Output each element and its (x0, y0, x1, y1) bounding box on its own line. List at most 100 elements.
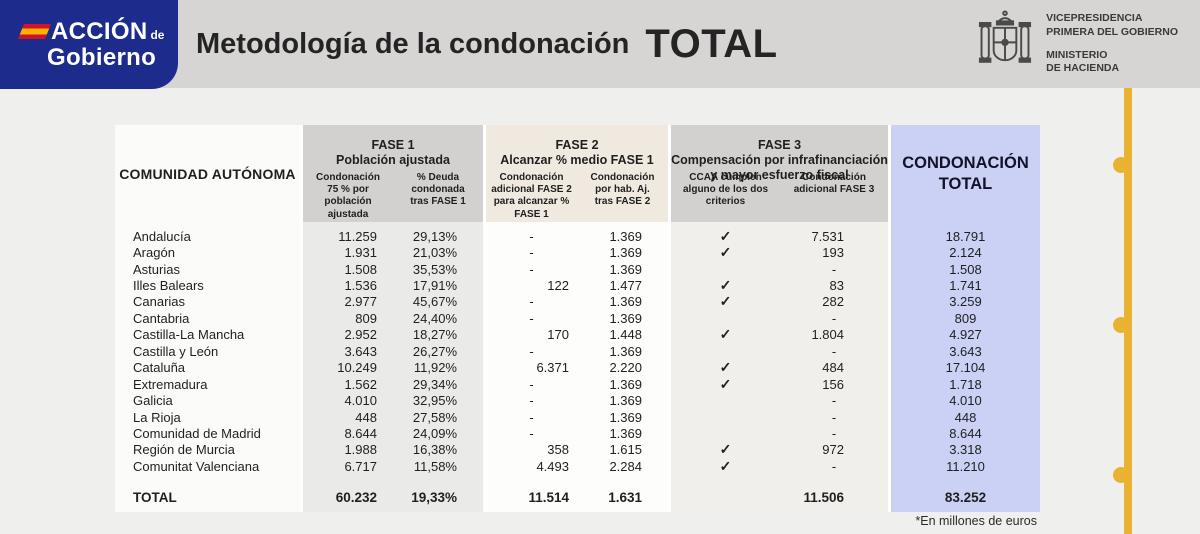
cell-fase3-adicional: 1.804 (811, 327, 844, 343)
cell-fase2-adicional: 6.371 (536, 360, 569, 376)
cell-fase1-porcentaje: 17,91% (412, 278, 457, 294)
total-column-header: CONDONACIÓN TOTAL (902, 153, 1029, 193)
cell-fase2-adicional: - (529, 261, 534, 277)
check-icon: ✓ (719, 441, 732, 458)
cell-fase1-condonacion: 10.249 (337, 360, 377, 376)
cell-fase1-condonacion: 1.931 (344, 245, 377, 261)
cell-fase1-porcentaje: 18,27% (412, 327, 457, 343)
page-title: Metodología de la condonación TOTAL (196, 0, 778, 88)
column-gap (668, 125, 671, 512)
cell-fase2-por-habitante: 1.615 (609, 442, 642, 458)
cell-fase3-adicional: 193 (822, 245, 844, 261)
cell-condonacion-total: 3.259 (949, 294, 982, 310)
cell-condonacion-total: 1.741 (949, 278, 982, 294)
cell-condonacion-total: 809 (954, 310, 977, 326)
cell-fase1-condonacion: 1.536 (344, 278, 377, 294)
cell-fase1-porcentaje: 16,38% (412, 442, 457, 458)
cell-community-name: Cataluña (133, 360, 186, 376)
cell-fase3-criterios: ✓ (671, 441, 780, 458)
check-icon: ✓ (719, 277, 732, 294)
column-bg-total (891, 125, 1040, 512)
spain-flag-icon (17, 24, 52, 39)
fase3-title-line2: Compensación por infrafinanciación y may… (671, 152, 888, 182)
cell-community-name: Comunitat Valenciana (133, 458, 260, 474)
cell-community-name: Región de Murcia (133, 442, 235, 458)
cell-fase2-por-habitante: 1.369 (609, 294, 642, 310)
cell-condonacion-total: 1.718 (949, 376, 982, 392)
community-column-header: COMUNIDAD AUTÓNOMA (119, 165, 296, 182)
cell-condonacion-total: 3.318 (949, 442, 982, 458)
check-icon: ✓ (719, 227, 732, 244)
cell-fase2-por-habitante: 1.369 (609, 393, 642, 409)
cell-condonacion-total: 8.644 (949, 425, 982, 441)
cell-fase1-condonacion: 3.643 (344, 343, 377, 359)
check-icon: ✓ (719, 359, 732, 376)
cell-fase1-condonacion: 448 (355, 409, 377, 425)
cell-fase3-criterios: ✓ (671, 277, 780, 294)
cell-fase1-condonacion: 1.988 (344, 442, 377, 458)
cell-fase1-porcentaje: 27,58% (412, 409, 457, 425)
column-bg-fase2-header (486, 125, 668, 222)
cell-community-name: La Rioja (133, 409, 181, 425)
cell-fase3-criterios: ✓ (671, 458, 780, 475)
spain-coat-of-arms-icon (979, 10, 1032, 63)
logo-word-accion: ACCIÓN (51, 17, 148, 45)
cell-fase1-porcentaje: 26,27% (412, 343, 457, 359)
timeline-ring-3 (1113, 467, 1129, 483)
cell-condonacion-total: 11.210 (946, 458, 985, 474)
cell-condonacion-total: 83.252 (944, 489, 987, 505)
check-icon: ✓ (719, 244, 732, 261)
cell-fase1-condonacion: 2.952 (344, 327, 377, 343)
cell-fase1-porcentaje: 21,03% (412, 245, 457, 261)
cell-community-name: Asturias (133, 261, 180, 277)
cell-fase2-adicional: - (529, 376, 534, 392)
cell-fase3-criterios: ✓ (671, 376, 780, 393)
check-icon: ✓ (719, 326, 732, 343)
cell-fase3-adicional: 972 (822, 442, 844, 458)
table-row: Aragón 1.931 21,03% - 1.369 ✓ 193 2.124 (115, 244, 1040, 260)
footnote: *En millones de euros (915, 514, 1037, 528)
table-row: Comunitat Valenciana 6.717 11,58% 4.493 … (115, 458, 1040, 474)
fase2-col1-header: Condonación adicional FASE 2 para alcanz… (491, 172, 572, 220)
column-gap (300, 125, 303, 512)
timeline-ring-2 (1113, 317, 1129, 333)
cell-condonacion-total: 448 (954, 409, 977, 425)
cell-community-name: TOTAL (133, 489, 177, 505)
cell-condonacion-total: 4.927 (949, 327, 982, 343)
cell-fase3-criterios: ✓ (671, 293, 780, 310)
fase1-col2-header: % Deuda condonada tras FASE 1 (410, 172, 466, 208)
fase2-group-header: FASE 2 Alcanzar % medio FASE 1 Condonaci… (486, 125, 668, 222)
accion-de-gobierno-logo: ACCIÓN de Gobierno (0, 0, 178, 89)
cell-fase2-por-habitante: 1.369 (609, 425, 642, 441)
check-icon: ✓ (719, 375, 732, 392)
cell-community-name: Aragón (133, 245, 175, 261)
cell-fase3-adicional: 484 (822, 360, 844, 376)
dept-line1: VICEPRESIDENCIA (1046, 12, 1143, 25)
cell-community-name: Andalucía (133, 228, 191, 244)
timeline-line (1124, 88, 1132, 534)
government-identity: VICEPRESIDENCIA PRIMERA DEL GOBIERNO MIN… (978, 10, 1178, 78)
table-row: Cataluña 10.249 11,92% 6.371 2.220 ✓ 484… (115, 359, 1040, 376)
cell-fase3-adicional: 156 (822, 376, 844, 392)
check-icon: ✓ (719, 293, 732, 310)
cell-fase1-porcentaje: 29,34% (412, 376, 457, 392)
cell-fase3-adicional: 83 (829, 278, 844, 294)
cell-condonacion-total: 1.508 (949, 261, 982, 277)
cell-fase3-adicional: 11.506 (803, 489, 844, 505)
logo-word-de: de (150, 27, 165, 42)
fase2-subheaders: Condonación adicional FASE 2 para alcanz… (486, 172, 668, 221)
cell-fase2-por-habitante: 1.369 (609, 245, 642, 261)
header-band (0, 0, 1200, 88)
fase3-col2-header: Condonación adicional FASE 3 (793, 172, 875, 196)
dept-line2: PRIMERA DEL GOBIERNO (1046, 25, 1178, 38)
cell-fase2-adicional: - (529, 310, 534, 326)
cell-fase1-condonacion: 809 (355, 310, 377, 326)
cell-fase2-por-habitante: 1.369 (609, 228, 642, 244)
fase1-col1-header: Condonación 75 % por población ajustada (316, 172, 380, 220)
cell-fase3-adicional: - (831, 310, 837, 326)
cell-fase3-adicional: - (831, 261, 837, 277)
cell-fase1-porcentaje: 11,58% (413, 458, 457, 474)
table-body: Andalucía 11.259 29,13% - 1.369 ✓ 7.531 … (115, 222, 1040, 512)
cell-fase2-por-habitante: 1.369 (609, 310, 642, 326)
